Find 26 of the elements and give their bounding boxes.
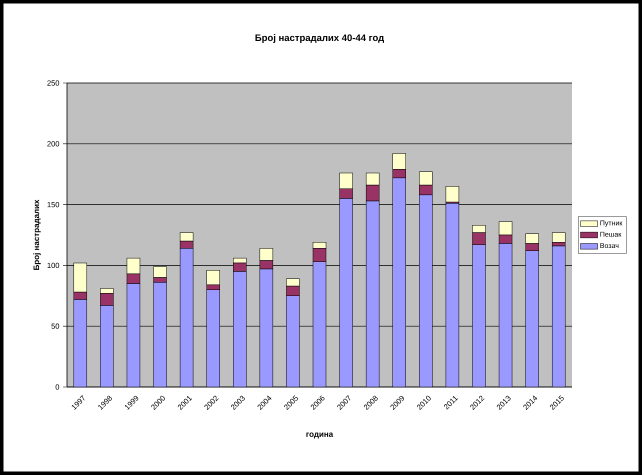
bar <box>366 200 380 387</box>
y-axis-title: Број настрадалих <box>33 200 41 270</box>
bar <box>552 246 566 387</box>
bar <box>525 250 539 387</box>
bar <box>100 305 114 387</box>
bar <box>392 178 406 387</box>
chart-title: Број настрадалих 40-44 год <box>255 34 384 43</box>
bar <box>74 299 88 387</box>
bar <box>472 244 486 387</box>
bar <box>233 271 247 387</box>
bar <box>153 282 167 387</box>
bar <box>446 186 460 202</box>
bar <box>153 266 167 278</box>
bar <box>260 268 274 387</box>
bar <box>419 194 433 387</box>
bar <box>126 283 140 387</box>
bar <box>312 262 326 387</box>
bar <box>339 198 353 387</box>
bar <box>446 203 460 387</box>
bar <box>180 248 194 387</box>
bar <box>206 270 220 286</box>
bar <box>206 289 220 387</box>
bar <box>498 243 512 387</box>
bar <box>286 296 300 387</box>
bar <box>552 232 566 243</box>
x-axis-title: година <box>306 432 334 438</box>
